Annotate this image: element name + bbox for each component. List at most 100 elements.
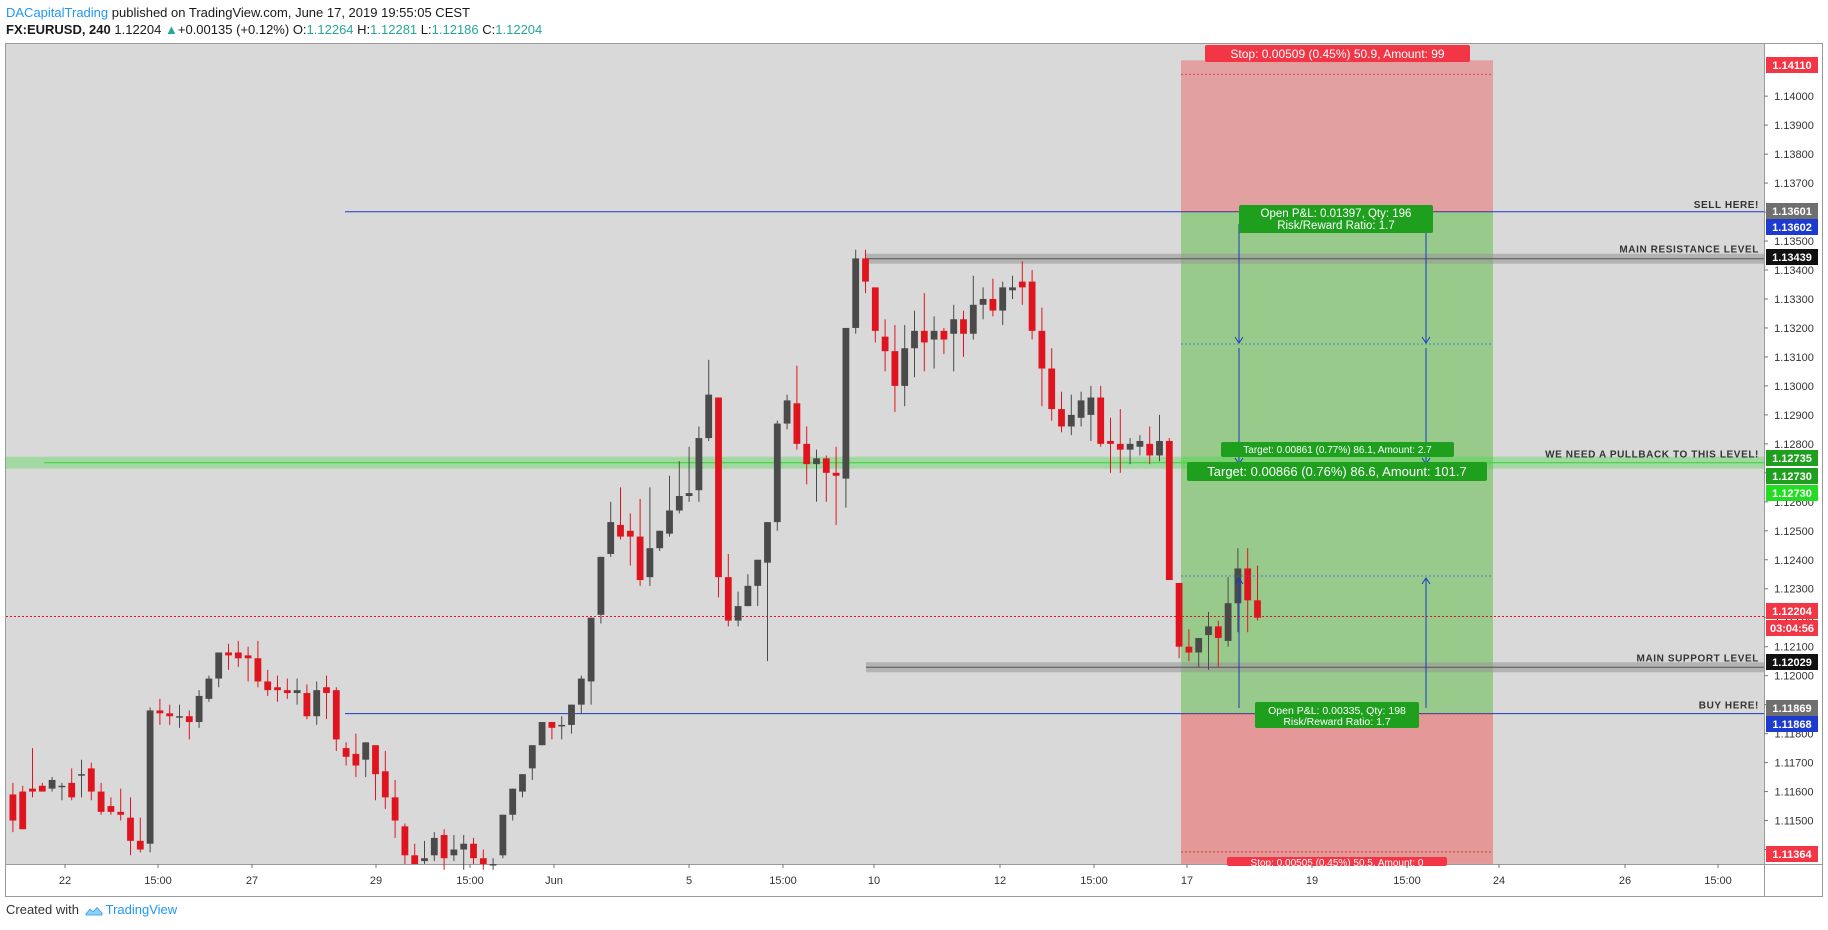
candle-bear[interactable]: [793, 403, 801, 444]
candle-bear[interactable]: [264, 681, 272, 691]
candle-bear[interactable]: [803, 443, 811, 465]
candle-bear[interactable]: [715, 397, 722, 578]
candle-bull[interactable]: [215, 652, 223, 679]
candle-bear[interactable]: [1165, 440, 1173, 581]
candle-bull[interactable]: [656, 530, 664, 549]
candle-bull[interactable]: [979, 298, 987, 305]
candle-bull[interactable]: [538, 722, 546, 746]
candle-bear[interactable]: [136, 840, 144, 850]
candle-bear[interactable]: [9, 794, 17, 821]
candle-bear[interactable]: [1254, 600, 1261, 618]
candle-bull[interactable]: [1009, 287, 1016, 291]
candle-bear[interactable]: [244, 655, 252, 659]
candle-bear[interactable]: [323, 687, 330, 694]
candle-bull[interactable]: [528, 745, 536, 769]
candle-bear[interactable]: [29, 788, 36, 792]
candle-bear[interactable]: [1038, 330, 1046, 369]
candle-bull[interactable]: [293, 690, 301, 694]
candle-bear[interactable]: [1175, 582, 1183, 647]
candle-bear[interactable]: [283, 690, 291, 694]
candle-bull[interactable]: [450, 849, 458, 856]
candle-bear[interactable]: [303, 693, 311, 717]
candle-bear[interactable]: [891, 351, 899, 386]
candle-bear[interactable]: [989, 298, 997, 311]
candle-bear[interactable]: [107, 806, 115, 812]
plot-area[interactable]: [6, 44, 1764, 864]
candle-bull[interactable]: [519, 774, 526, 792]
candle-bull[interactable]: [666, 510, 673, 534]
candle-bear[interactable]: [372, 745, 379, 775]
candle-bear[interactable]: [832, 472, 840, 476]
candle-bull[interactable]: [1067, 414, 1075, 427]
candle-bear[interactable]: [1185, 646, 1193, 653]
candle-bear[interactable]: [940, 330, 948, 340]
candle-bull[interactable]: [558, 724, 566, 727]
candle-bull[interactable]: [421, 858, 428, 862]
candle-bull[interactable]: [999, 287, 1007, 311]
candle-bull[interactable]: [509, 788, 517, 815]
candle-bear[interactable]: [1116, 443, 1124, 450]
candle-bull[interactable]: [577, 678, 585, 705]
candle-bull[interactable]: [205, 678, 213, 699]
candle-bear[interactable]: [822, 458, 830, 473]
candle-bull[interactable]: [734, 606, 742, 621]
candle-bear[interactable]: [185, 716, 193, 723]
candle-bear[interactable]: [234, 652, 242, 659]
candle-bull[interactable]: [852, 258, 860, 328]
short-pnl-badge[interactable]: [1239, 205, 1433, 233]
candle-bull[interactable]: [78, 774, 85, 776]
candle-bull[interactable]: [783, 400, 791, 424]
candle-bear[interactable]: [97, 791, 105, 812]
candle-bear[interactable]: [617, 524, 624, 537]
candle-bear[interactable]: [332, 690, 340, 740]
candle-bull[interactable]: [646, 548, 654, 578]
author-link[interactable]: DACapitalTrading: [6, 5, 109, 20]
candle-bull[interactable]: [695, 438, 703, 491]
candle-bear[interactable]: [156, 710, 164, 714]
candle-bull[interactable]: [1136, 440, 1144, 447]
candle-bear[interactable]: [881, 336, 889, 352]
candle-bear[interactable]: [68, 782, 76, 798]
candle-bear[interactable]: [391, 797, 399, 821]
short-target-badge[interactable]: [1187, 462, 1487, 481]
candle-bull[interactable]: [1156, 440, 1163, 456]
long-target-badge[interactable]: [1221, 442, 1454, 457]
candle-bull[interactable]: [1087, 397, 1095, 415]
candle-bull[interactable]: [1205, 626, 1212, 636]
candle-bull[interactable]: [1077, 400, 1085, 418]
candle-bull[interactable]: [911, 330, 918, 349]
candle-bull[interactable]: [1126, 443, 1134, 450]
candle-bear[interactable]: [1146, 443, 1154, 456]
candle-bear[interactable]: [920, 330, 928, 343]
candle-bear[interactable]: [1028, 281, 1036, 331]
candle-bull[interactable]: [1234, 568, 1242, 604]
candle-bear[interactable]: [636, 536, 644, 581]
candle-bull[interactable]: [607, 522, 615, 554]
candle-bull[interactable]: [754, 559, 762, 586]
candle-bear[interactable]: [254, 658, 262, 682]
candle-bear[interactable]: [1214, 626, 1222, 638]
candle-bull[interactable]: [597, 556, 605, 615]
candle-bull[interactable]: [773, 423, 781, 523]
candle-bear[interactable]: [342, 748, 350, 757]
candle-bear[interactable]: [479, 858, 487, 864]
candle-bull[interactable]: [313, 690, 321, 717]
candle-bear[interactable]: [1244, 568, 1252, 601]
candle-bull[interactable]: [58, 785, 66, 788]
candle-bull[interactable]: [685, 493, 693, 497]
candle-bear[interactable]: [626, 530, 634, 537]
candle-bear[interactable]: [381, 771, 389, 798]
candle-bear[interactable]: [1097, 397, 1105, 444]
candle-bear[interactable]: [401, 826, 409, 856]
candle-bull[interactable]: [1195, 637, 1203, 653]
long-stop-badge[interactable]: [1227, 857, 1447, 866]
short-stop-badge[interactable]: [1205, 45, 1470, 62]
candle-bear[interactable]: [19, 791, 27, 830]
candle-bull[interactable]: [950, 319, 958, 334]
candle-bear[interactable]: [87, 768, 95, 792]
candle-bull[interactable]: [1224, 603, 1232, 641]
candle-bull[interactable]: [587, 617, 595, 682]
candle-bull[interactable]: [568, 704, 575, 725]
candle-bear[interactable]: [871, 287, 879, 331]
